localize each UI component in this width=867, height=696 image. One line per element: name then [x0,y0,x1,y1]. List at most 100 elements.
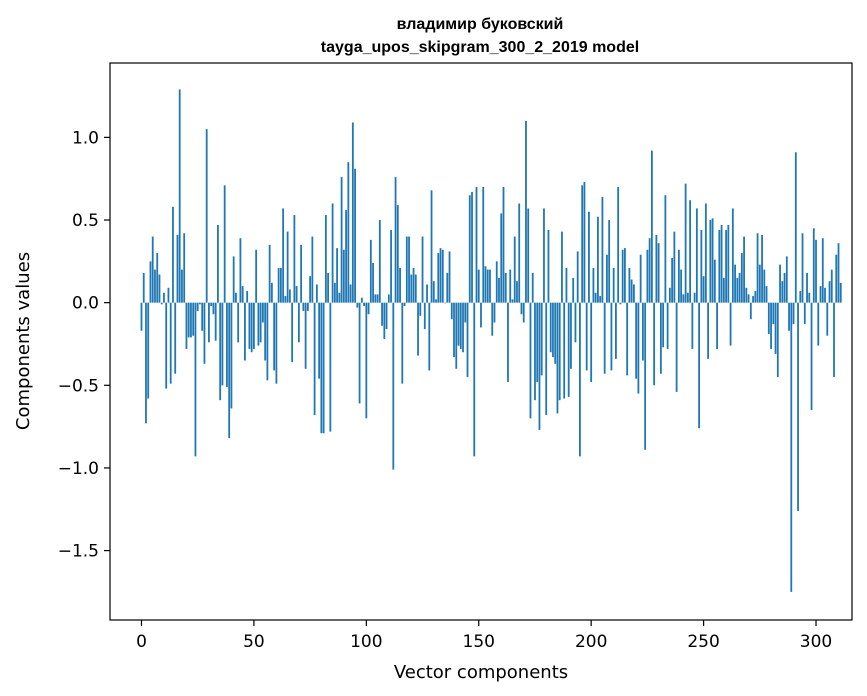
bar [345,210,347,303]
bar [801,233,804,303]
bar [239,238,242,303]
bar [435,299,437,303]
bar [473,302,476,457]
bar [360,297,363,303]
bar [700,229,703,303]
bar [776,302,779,378]
bar [363,302,365,306]
bar [729,302,732,346]
bar [160,302,163,305]
bar [156,253,159,303]
bar [615,302,617,359]
bar [369,239,372,303]
bar [217,224,219,303]
bar [812,228,815,303]
bar [169,302,172,384]
bar [770,302,772,349]
bar [826,302,829,336]
bar [439,248,442,303]
bar [592,267,595,303]
y-axis-ticks: −1.5 −1.0 −0.5 0.0 0.5 1.0 [58,128,110,562]
bar [453,302,455,358]
bar [480,302,482,328]
bar [810,302,813,411]
bar [702,276,705,303]
bar [747,294,750,303]
bar [500,213,503,303]
bar [142,272,145,303]
bar [154,269,156,303]
bar [695,208,698,303]
bar [342,249,345,303]
bar [441,249,444,303]
bar [837,243,840,303]
bar [477,269,480,303]
bar [178,89,181,303]
bar [689,200,692,303]
bar [275,302,278,384]
bar [347,162,350,303]
bar [221,302,224,386]
bar [785,256,788,303]
bar [581,185,584,303]
bar [145,302,147,424]
bar [673,231,676,303]
bar [626,302,629,376]
bar [444,302,446,304]
bar [199,302,201,305]
bar [599,296,602,303]
bar [293,215,296,303]
bar [322,302,325,434]
bar [520,302,523,315]
bar [808,292,811,303]
bar [646,249,649,303]
bar [253,302,255,349]
bar [210,302,213,306]
bar [502,186,505,303]
bar [657,243,660,303]
bar [612,267,615,303]
bar [309,276,312,303]
bar [628,267,631,303]
bar [394,177,397,303]
bar [713,259,716,303]
bar [637,302,640,394]
bar [491,302,494,336]
bar [543,208,545,303]
bar [482,186,485,303]
bar [448,251,451,303]
bar [262,302,264,323]
bar [763,269,766,303]
bar [583,182,586,303]
bar [412,267,415,303]
bar [235,292,237,303]
bar [270,282,273,303]
bar [830,269,833,303]
bar [358,302,361,404]
bar [797,302,799,511]
bar [151,236,154,303]
x-tick-label: 200 [575,632,607,652]
bar [540,302,543,376]
bar [722,277,725,303]
bar [214,302,217,341]
bar [790,302,793,592]
y-tick-label: −1.0 [58,459,99,479]
bar [426,284,428,303]
bar [565,267,568,303]
bar [446,272,449,303]
bar [662,302,665,348]
bar [396,205,399,303]
bar [327,272,329,303]
bar [392,302,395,470]
bar [666,302,669,349]
bar [799,291,802,303]
bar [731,208,734,303]
bar [187,302,190,338]
bar [576,251,579,303]
bar [574,302,577,343]
bar [552,302,554,358]
bar [716,302,718,349]
bar [338,292,341,303]
bar [534,302,536,401]
